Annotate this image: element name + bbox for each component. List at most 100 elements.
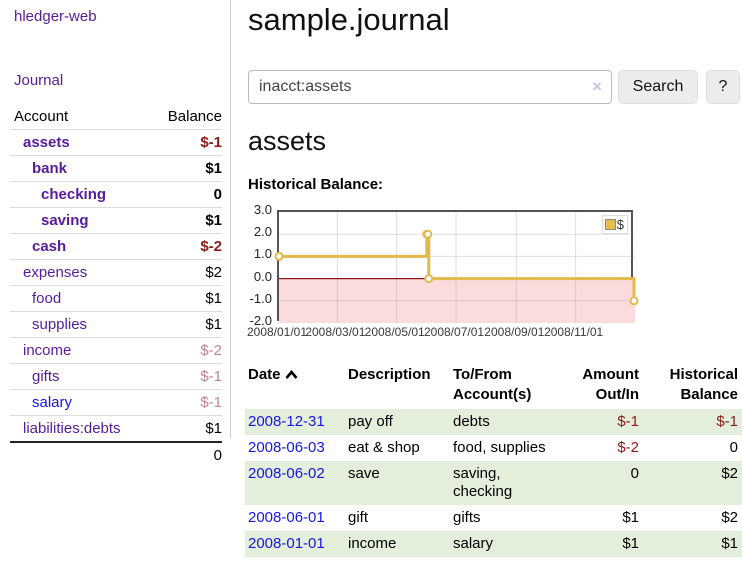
y-axis-tick-label: 2.0 [253, 224, 272, 240]
account-balance: $-2 [148, 233, 222, 260]
transaction-description: income [345, 531, 450, 557]
account-link-bank[interactable]: bank [32, 160, 68, 177]
negative-region [279, 278, 635, 323]
account-balance: $-1 [148, 129, 222, 156]
account-link-cash[interactable]: cash [32, 238, 67, 255]
transaction-date-link[interactable]: 2008-01-01 [248, 535, 325, 552]
account-heading: assets [248, 126, 327, 156]
accounts-total-row: 0 [10, 441, 222, 468]
transaction-accounts: gifts [453, 509, 481, 526]
x-axis-tick-label: 2008/05/01 [364, 325, 425, 339]
transaction-balance: $-1 [643, 409, 742, 435]
transaction-date-link[interactable]: 2008-12-31 [248, 413, 325, 430]
transaction-balance: 0 [729, 439, 738, 456]
account-link-salary[interactable]: salary [32, 394, 73, 411]
transaction-accounts: debts [450, 409, 560, 435]
account-row: food $1 [10, 285, 222, 312]
account-link-supplies[interactable]: supplies [32, 316, 88, 333]
transaction-date-link[interactable]: 2008-06-03 [248, 439, 325, 456]
account-balance: $1 [148, 311, 222, 338]
register-header-date[interactable]: Date [245, 363, 345, 409]
accounts-table: Account Balance assets $-1 bank $1 check… [10, 104, 222, 468]
register-row: 2008-06-03 eat & shop food, supplies $-2… [245, 435, 742, 461]
sidebar-item-journal[interactable]: Journal [14, 72, 64, 89]
account-link-checking[interactable]: checking [41, 186, 107, 203]
search-button[interactable]: Search [618, 70, 698, 104]
account-link-assets[interactable]: assets [23, 134, 70, 151]
transaction-amount: $-2 [617, 439, 639, 456]
search-input[interactable] [248, 70, 612, 104]
accounts-header-row: Account Balance [10, 104, 222, 130]
chart-title: Historical Balance: [248, 176, 384, 193]
chart-plot-area: $ [274, 210, 639, 323]
transaction-accounts: saving, checking [450, 461, 560, 505]
register-header-row: Date Description To/From Account(s) Amoun… [245, 363, 742, 409]
x-axis-tick-label: 2008/01/01 [246, 325, 308, 339]
help-button[interactable]: ? [706, 70, 740, 104]
transaction-description: gift [348, 509, 369, 526]
transaction-description: eat & shop [348, 439, 420, 456]
chart-legend: $ [601, 215, 628, 234]
register-header-account: To/From Account(s) [453, 366, 532, 403]
legend-label: $ [616, 217, 624, 232]
account-balance: $-2 [148, 337, 222, 364]
brand-link[interactable]: hledger-web [14, 8, 97, 25]
account-link-liabilities-debts[interactable]: liabilities:debts [23, 420, 121, 437]
transaction-accounts: food, supplies [453, 439, 546, 456]
transaction-amount: $1 [622, 509, 639, 526]
sort-asc-icon [285, 366, 298, 386]
data-point-marker [274, 251, 284, 261]
register-header-description: Description [348, 366, 431, 383]
account-balance: $-1 [148, 389, 222, 416]
account-row: saving $1 [10, 207, 222, 234]
account-balance: $1 [148, 155, 222, 182]
account-row: cash $-2 [10, 233, 222, 260]
x-axis-tick-label: 2008/03/01 [305, 325, 366, 339]
accounts-header-account: Account [14, 108, 69, 125]
account-balance: $1 [148, 415, 222, 442]
account-row: supplies $1 [10, 311, 222, 338]
account-row: liabilities:debts $1 [10, 415, 222, 442]
data-point-marker [423, 229, 433, 239]
sidebar-divider [230, 0, 231, 438]
y-axis-tick-label: -2.0 [249, 313, 272, 328]
balance-chart: $ 3.0 2.0 1.0 0.0 -1.0 -2.0 2008/01/01 2008/03/… [247, 202, 668, 343]
transaction-date-link[interactable]: 2008-06-02 [248, 465, 325, 482]
account-link-gifts[interactable]: gifts [32, 368, 60, 385]
clear-search-icon[interactable]: × [592, 77, 602, 96]
y-axis-tick-label: -1.0 [249, 290, 272, 306]
register-row: 2008-01-01 income salary $1 $1 [245, 531, 742, 557]
transaction-amount: $1 [560, 531, 643, 557]
y-axis-tick-label: 0.0 [253, 268, 272, 284]
account-row: checking 0 [10, 181, 222, 208]
account-row: bank $1 [10, 155, 222, 182]
register-header-amount: Amount Out/In [582, 366, 639, 403]
register-table: Date Description To/From Account(s) Amoun… [245, 363, 742, 557]
y-axis-tick-label: 1.0 [253, 246, 272, 262]
account-link-expenses[interactable]: expenses [23, 264, 88, 281]
y-axis-tick-label: 3.0 [253, 202, 272, 217]
account-row: income $-2 [10, 337, 222, 364]
transaction-description: save [345, 461, 450, 505]
account-link-saving[interactable]: saving [41, 212, 89, 229]
search-form: × Search ? [248, 70, 742, 104]
transaction-date-link[interactable]: 2008-06-01 [248, 509, 325, 526]
account-balance: 0 [148, 181, 222, 208]
accounts-header-balance: Balance [167, 108, 222, 125]
transaction-amount: 0 [560, 461, 643, 505]
x-axis-tick-label: 2008/11/01 [544, 325, 604, 339]
account-row: assets $-1 [10, 129, 222, 156]
account-balance: $1 [148, 285, 222, 312]
account-row: gifts $-1 [10, 363, 222, 390]
account-link-income[interactable]: income [23, 342, 72, 359]
account-link-food[interactable]: food [32, 290, 62, 307]
account-row: expenses $2 [10, 259, 222, 286]
data-point-marker [629, 296, 639, 306]
chart-canvas [274, 212, 639, 323]
transaction-balance: $2 [643, 461, 742, 505]
main-content: sample.journal × Search ? assets Histori… [245, 0, 742, 582]
x-axis-tick-label: 2008/07/01 [423, 325, 485, 339]
data-point-marker [424, 274, 434, 284]
transaction-accounts: salary [450, 531, 560, 557]
account-balance: $1 [148, 207, 222, 234]
